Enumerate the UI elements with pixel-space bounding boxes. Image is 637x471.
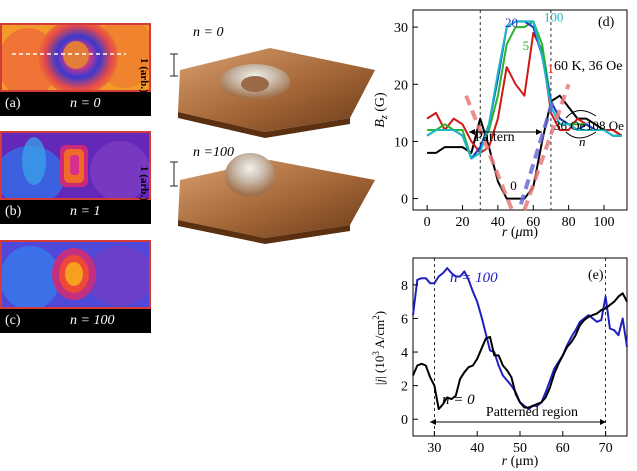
chart-d-condition: 60 K, 36 Oe: [554, 59, 622, 74]
e-series-n-0: [412, 292, 628, 411]
chart-d-xlabel: r (μm): [502, 225, 539, 240]
e-xtick-label-40: 40: [470, 441, 484, 456]
surface-top: [178, 48, 375, 138]
chart-d-cycle-n: n: [579, 134, 586, 149]
d-series-n-0: [427, 94, 623, 200]
chart-d-panel-label: (d): [598, 15, 615, 30]
chart-e: 30 40 50 60 70 0 2 4 6 8 r (μm) |j| (103 A/cm2) (…: [371, 257, 628, 469]
d-ytick-label-20: 20: [394, 78, 408, 93]
chart-e-n0-label: n = 0: [442, 392, 475, 408]
e-series-n-100: [412, 267, 628, 411]
chart-d-curve-label-20: 20: [505, 15, 518, 30]
d-ytick-label-10: 10: [394, 135, 408, 150]
e-ytick-label-6: 6: [401, 312, 408, 327]
d-xtick-label-100: 100: [594, 215, 615, 230]
e-ytick-label-4: 4: [401, 346, 408, 361]
surface-bottom-scale: 1 (arb.): [138, 166, 150, 201]
panel-c: (c) n = 100: [0, 240, 151, 333]
surface-plots: [170, 48, 375, 244]
pattern-arrow: [469, 129, 542, 135]
chart-e-xlabel: r (μm): [502, 454, 539, 469]
mo-image-b: [0, 131, 151, 200]
panel-b-label: (b): [5, 204, 22, 219]
d-ytick-label-0: 0: [401, 193, 408, 208]
scale-bar-top: [170, 53, 178, 77]
panel-c-n: n = 100: [70, 313, 115, 328]
d-xtick-label-20: 20: [456, 215, 470, 230]
d-ytick-label-30: 30: [394, 21, 408, 36]
e-xtick-label-70: 70: [599, 441, 613, 456]
e-ytick-label-0: 0: [401, 413, 408, 428]
region-arrow: [430, 419, 606, 425]
d-xtick-label-60: 60: [526, 215, 540, 230]
chart-e-region-label: Patterned region: [486, 405, 578, 420]
chart-e-ylabel: |j| (103 A/cm2): [371, 311, 387, 385]
surface-bottom-title: n =100: [193, 145, 234, 160]
panel-b-n: n = 1: [70, 204, 101, 219]
e-ytick-label-8: 8: [401, 279, 408, 294]
d-series-guide-blue: [518, 100, 555, 205]
chart-d-curve-label-1: 1: [547, 61, 554, 76]
panel-a-n: n = 0: [70, 96, 101, 111]
d-series-guide-left: [464, 94, 514, 211]
d-series-n-100: [426, 20, 622, 160]
cycle-arrow-bottom: [565, 131, 597, 139]
chart-e-panel-label: (e): [588, 268, 604, 283]
chart-d-cycle-high: 108 Oe: [586, 118, 624, 133]
e-xtick-label-30: 30: [427, 441, 441, 456]
e-xtick-label-60: 60: [556, 441, 570, 456]
surface-top-scale: 1 (arb.): [138, 58, 150, 93]
chart-d-pattern-label: Pattern: [475, 130, 515, 145]
chart-d-curve-label-0: 0: [510, 178, 517, 193]
chart-e-n100-label: n = 100: [450, 270, 498, 286]
panel-a: (a) n = 0: [0, 23, 151, 116]
surface-bottom: [178, 153, 375, 244]
cycle-arrow-top: [565, 110, 597, 119]
chart-d-cycle-low: 36 Oe: [554, 118, 586, 133]
d-xtick-label-40: 40: [491, 215, 505, 230]
d-xtick-label-0: 0: [424, 215, 431, 230]
scale-bar-bottom: [170, 161, 178, 187]
mo-image-c: [0, 240, 151, 309]
e-ytick-label-2: 2: [401, 380, 408, 395]
e-xtick-label-50: 50: [513, 441, 527, 456]
d-xtick-label-80: 80: [562, 215, 576, 230]
chart-d-ylabel: Bz (G): [373, 92, 390, 128]
mo-image-a: [0, 23, 151, 92]
panel-a-label: (a): [5, 96, 21, 111]
chart-d-frame: [412, 9, 628, 211]
surface-top-title: n = 0: [193, 25, 224, 40]
panel-b: (b) n = 1: [0, 131, 151, 224]
d-series-guide-right: [522, 83, 571, 211]
panel-c-label: (c): [5, 313, 21, 328]
chart-d-curve-label-5: 5: [523, 38, 530, 53]
chart-d-curve-label-100: 100: [544, 9, 564, 24]
